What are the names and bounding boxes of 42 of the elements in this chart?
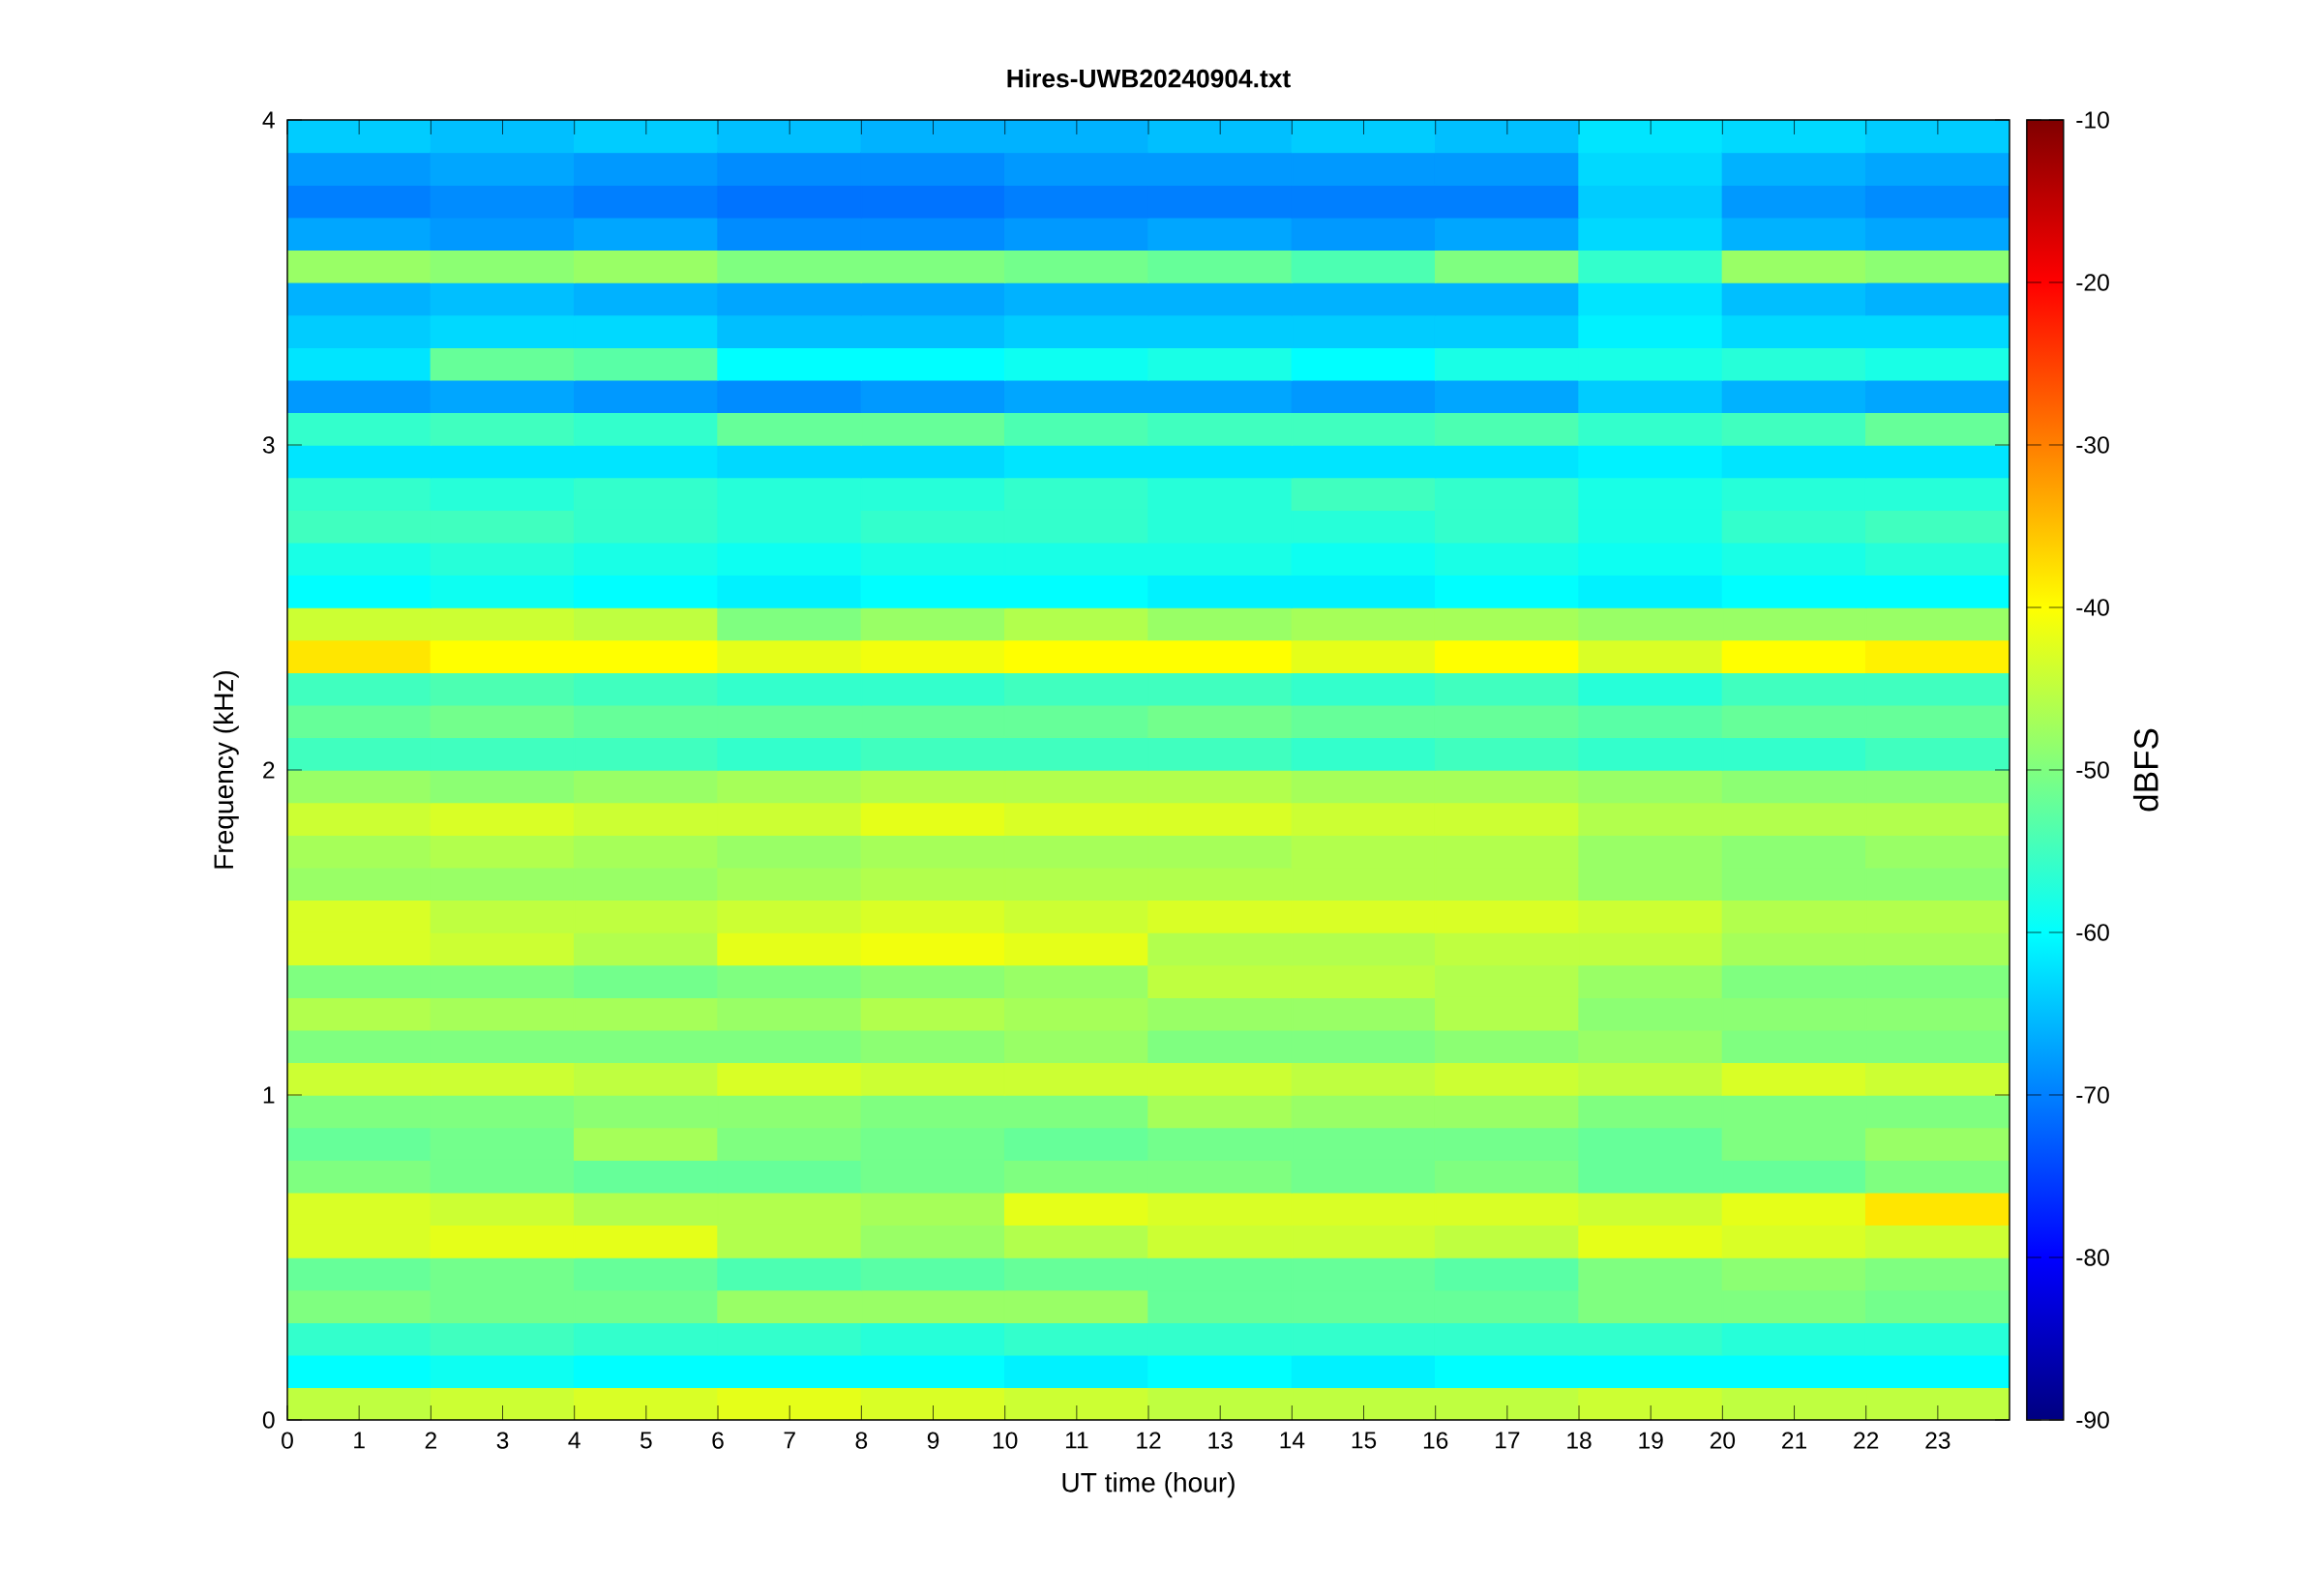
x-tick-label: 11	[1065, 1432, 1088, 1449]
y-tick-label: 3	[262, 436, 275, 454]
color-bar-label: -90	[2076, 1411, 2109, 1429]
x-tick-label: 15	[1352, 1432, 1377, 1449]
y-tick-label: 1	[263, 1086, 275, 1104]
x-tick-label: 1	[354, 1432, 365, 1449]
x-tick-label: 17	[1496, 1432, 1520, 1449]
y-tick-label: 4	[262, 111, 275, 129]
x-tick-label: 8	[855, 1432, 868, 1449]
x-tick-label: 21	[1782, 1432, 1806, 1449]
color-bar-label: -70	[2076, 1086, 2109, 1104]
x-tick-label: 16	[1423, 1432, 1448, 1449]
x-tick-label: 10	[993, 1432, 1018, 1449]
x-tick-label: 3	[496, 1432, 509, 1449]
y-axis-title: Frequency (kHz)	[213, 670, 239, 869]
x-tick-label: 7	[784, 1432, 795, 1449]
color-bar-label: -40	[2076, 599, 2109, 616]
x-tick-label: 6	[712, 1432, 724, 1449]
x-tick-label: 0	[282, 1432, 293, 1449]
x-tick-label: 23	[1925, 1432, 1950, 1449]
color-bar-label: -10	[2076, 111, 2109, 129]
color-bar-title: dBFS	[2132, 728, 2158, 812]
x-tick-label: 20	[1710, 1432, 1736, 1449]
x-tick-label: 9	[927, 1432, 939, 1449]
x-tick-label: 13	[1208, 1432, 1233, 1449]
color-bar-label: -20	[2076, 274, 2109, 291]
y-tick-label: 2	[263, 761, 275, 779]
x-tick-label: 18	[1567, 1432, 1592, 1449]
x-tick-label: 4	[568, 1432, 580, 1449]
x-tick-label: 12	[1137, 1432, 1161, 1449]
x-tick-label: 22	[1854, 1432, 1879, 1449]
color-bar-label: -30	[2076, 436, 2109, 454]
color-bar-label: -50	[2076, 761, 2109, 779]
x-tick-label: 2	[425, 1432, 436, 1449]
x-axis-title: UT time (hour)	[1062, 1471, 1235, 1498]
color-bar-label: -80	[2076, 1249, 2109, 1266]
color-bar-label: -60	[2076, 924, 2109, 941]
x-tick-label: 14	[1280, 1432, 1305, 1449]
x-tick-label: 5	[640, 1432, 652, 1449]
y-tick-label: 0	[262, 1411, 275, 1429]
x-tick-label: 19	[1639, 1432, 1663, 1449]
chart-title: Hires-UWB20240904.txt	[1007, 69, 1291, 88]
